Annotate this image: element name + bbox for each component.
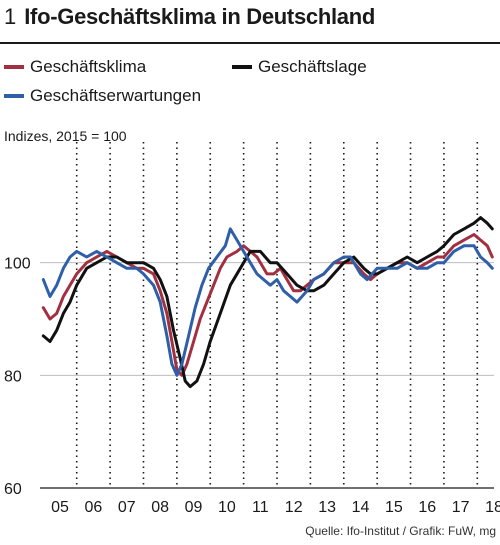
x-tick-label: 05 bbox=[51, 499, 69, 516]
series-line-lage bbox=[41, 216, 494, 389]
legend-swatch-klima bbox=[4, 65, 24, 69]
unit-label: Indizes, 2015 = 100 bbox=[4, 128, 127, 144]
series-line-erwartungen bbox=[41, 227, 494, 377]
x-tick-label: 18 bbox=[485, 499, 500, 516]
x-tick-label: 16 bbox=[418, 499, 436, 516]
legend-swatch-lage bbox=[232, 65, 252, 69]
legend-label-klima: Geschäftsklima bbox=[30, 57, 147, 76]
legend-label-erwartungen: Geschäftserwartungen bbox=[30, 86, 202, 105]
x-tick-label: 11 bbox=[252, 499, 269, 516]
x-tick-label: 15 bbox=[385, 499, 403, 516]
legend-item-lage: Geschäftslage bbox=[232, 57, 367, 77]
legend-label-lage: Geschäftslage bbox=[258, 57, 367, 76]
x-tick-label: 14 bbox=[352, 499, 370, 516]
x-tick-label: 13 bbox=[318, 499, 336, 516]
x-tick-label: 07 bbox=[118, 499, 136, 516]
x-tick-label: 17 bbox=[452, 499, 470, 516]
y-tick-label: 60 bbox=[4, 481, 22, 498]
chart-title-row: 1 Ifo-Geschäftsklima in Deutschland bbox=[4, 4, 375, 38]
x-tick-label: 12 bbox=[285, 499, 303, 516]
chart-number: 1 bbox=[4, 4, 17, 29]
title-rule bbox=[0, 42, 500, 44]
y-tick-label: 100 bbox=[4, 256, 31, 273]
y-tick-label: 80 bbox=[4, 368, 22, 385]
x-tick-label: 08 bbox=[151, 499, 169, 516]
x-tick-label: 09 bbox=[185, 499, 203, 516]
legend-item-klima: Geschäftsklima bbox=[4, 57, 146, 77]
chart-title: Ifo-Geschäftsklima in Deutschland bbox=[24, 4, 375, 29]
legend-item-erwartungen: Geschäftserwartungen bbox=[4, 86, 201, 106]
legend-swatch-erwartungen bbox=[4, 94, 24, 98]
source-note: Quelle: Ifo-Institut / Grafik: FuW, mg bbox=[305, 524, 496, 538]
x-tick-label: 10 bbox=[218, 499, 236, 516]
x-tick-label: 06 bbox=[85, 499, 103, 516]
